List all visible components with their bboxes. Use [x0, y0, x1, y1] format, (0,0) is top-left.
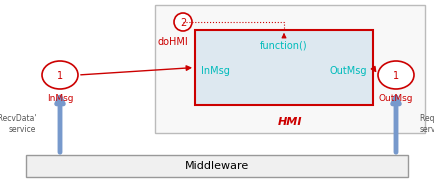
- Ellipse shape: [378, 61, 414, 89]
- Text: 1: 1: [57, 71, 63, 81]
- Text: InMsg: InMsg: [201, 67, 230, 77]
- Text: Request 'RecvData'
service: Request 'RecvData' service: [0, 114, 36, 134]
- Bar: [155, 5, 425, 133]
- Text: InMsg: InMsg: [47, 94, 73, 103]
- Text: OutMsg: OutMsg: [329, 67, 367, 77]
- Text: Request 'SendData'
service: Request 'SendData' service: [420, 114, 434, 134]
- Circle shape: [174, 13, 192, 31]
- Text: Middleware: Middleware: [185, 161, 249, 171]
- Text: OutMsg: OutMsg: [379, 94, 413, 103]
- Ellipse shape: [42, 61, 78, 89]
- Text: doHMI: doHMI: [158, 37, 188, 47]
- Bar: [195, 30, 373, 105]
- Text: HMI: HMI: [278, 117, 302, 127]
- Text: 1: 1: [393, 71, 399, 81]
- Text: 2: 2: [180, 18, 186, 28]
- Bar: [26, 155, 408, 177]
- Text: function(): function(): [260, 40, 308, 50]
